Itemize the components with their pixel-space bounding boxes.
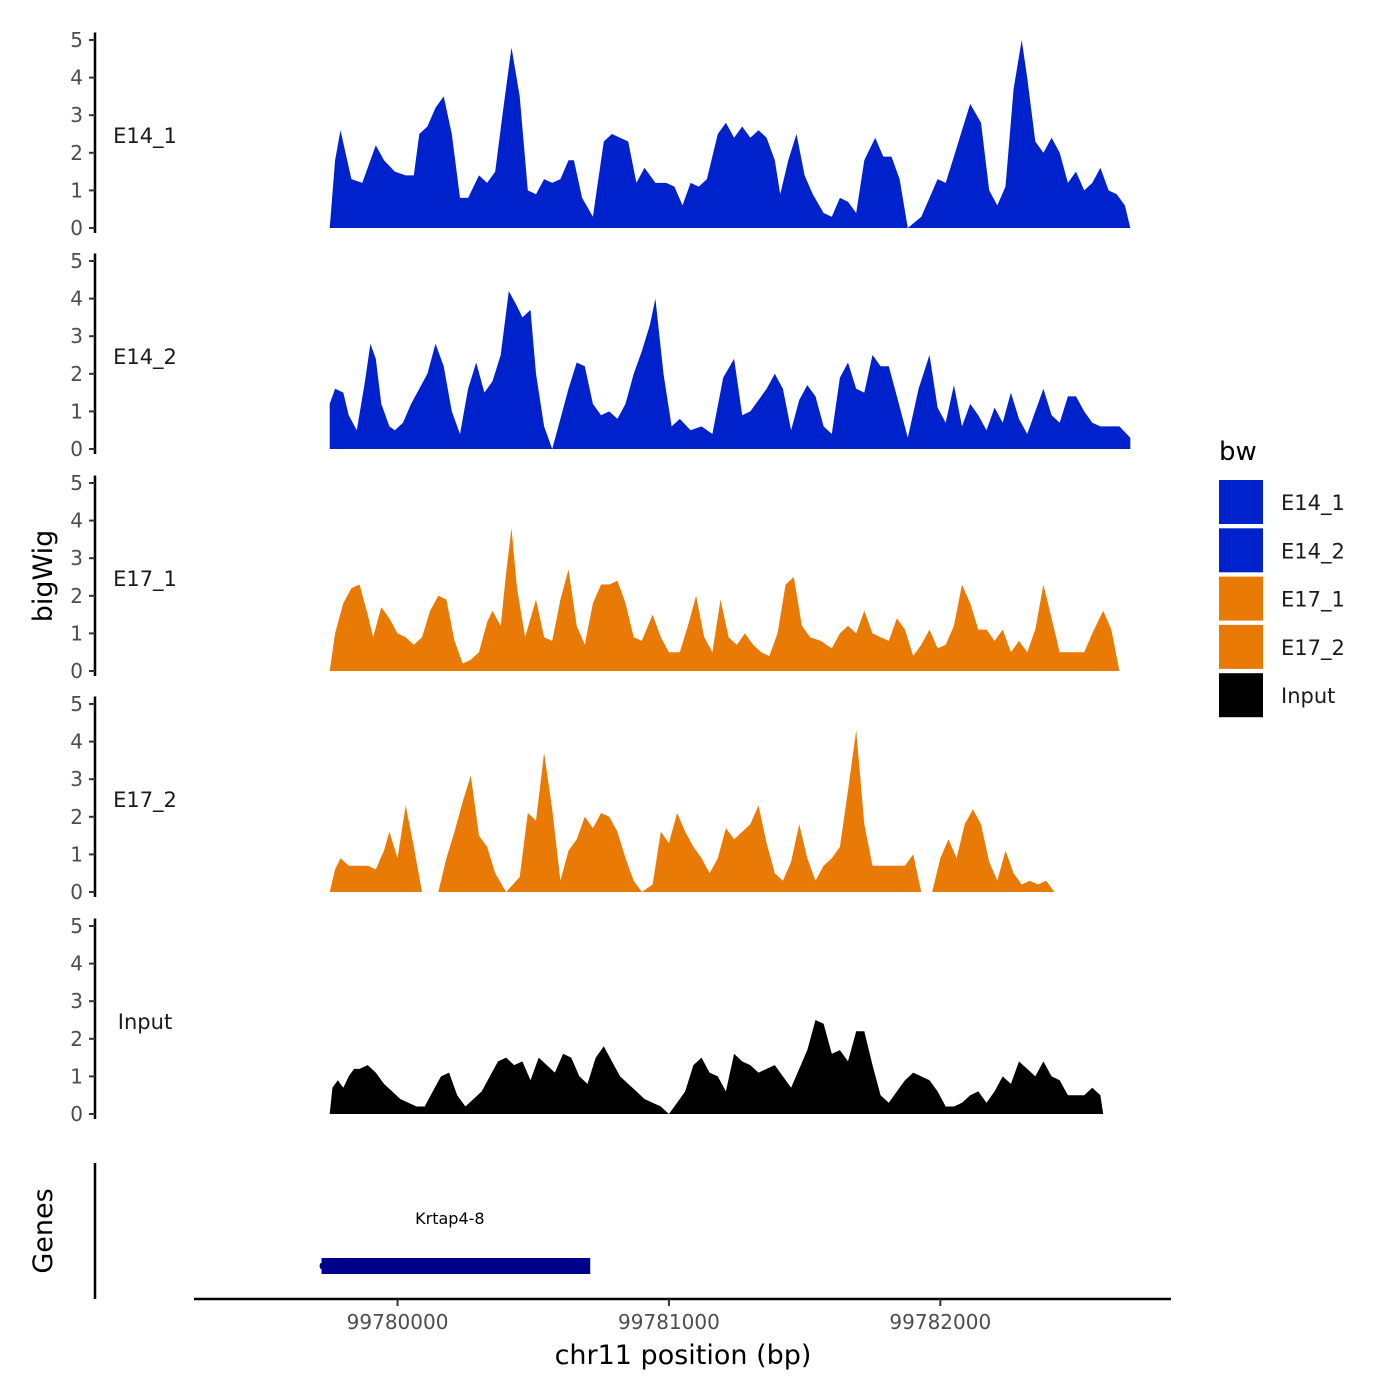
y-tick-label-input-3: 3 (70, 989, 83, 1013)
x-axis-title: chr11 position (bp) (555, 1340, 812, 1371)
y-tick-label-e14-2-2: 2 (70, 362, 83, 386)
y-tick-label-e17-1-5: 5 (70, 471, 83, 495)
track-e17-1: 0 1 2 3 4 5 E17_1 (70, 471, 1120, 683)
area-input (329, 1020, 1104, 1114)
legend: bw E14_1 E14_2 E17_1 E17_2 Input (1219, 437, 1345, 718)
y-tick-label-e14-2-3: 3 (70, 324, 83, 348)
y-tick-label-e14-1-2: 2 (70, 141, 83, 165)
x-tick-label-0: 99780000 (347, 1310, 449, 1334)
y-tick-label-e14-1-4: 4 (70, 66, 83, 90)
y-tick-label-e17-2-3: 3 (70, 767, 83, 791)
y-tick-label-input-5: 5 (70, 914, 83, 938)
area-e14-1 (329, 40, 1131, 228)
track-input: 0 1 2 3 4 5 Input (70, 914, 1104, 1126)
x-axis: chr11 position (bp) 99780000 99781000 9978… (194, 1297, 1171, 1371)
track-label-e17-1: E17_1 (113, 567, 177, 592)
y-tick-label-e17-1-1: 1 (70, 621, 83, 645)
legend-label-e14-1: E14_1 (1281, 491, 1345, 516)
legend-label-e17-1: E17_1 (1281, 588, 1345, 613)
y-tick-label-e17-1-4: 4 (70, 509, 83, 533)
y-tick-label-e17-1-3: 3 (70, 546, 83, 570)
y-tick-label-e17-2-1: 1 (70, 842, 83, 866)
area-e17-1 (329, 528, 1120, 671)
area-e17-2 (329, 730, 1055, 892)
legend-swatch-e14-2 (1219, 528, 1263, 573)
legend-swatch-input (1219, 673, 1263, 718)
legend-label-e14-2: E14_2 (1281, 539, 1345, 564)
bigwig-tracks: 0 1 2 3 4 5 E14_1 0 1 2 3 4 5 E14_2 0 1 2 3 4 5 E17_1 0 1 2 3 4 5 E… (70, 28, 1131, 1126)
y-tick-label-e14-1-0: 0 (70, 216, 83, 240)
y-tick-label-e14-2-4: 4 (70, 287, 83, 311)
legend-swatch-e14-1 (1219, 480, 1263, 524)
legend-label-input: Input (1281, 684, 1335, 708)
area-e14-2 (329, 291, 1131, 449)
legend-swatch-e17-2 (1219, 624, 1263, 669)
y-tick-label-e14-1-1: 1 (70, 178, 83, 202)
legend-swatch-e17-1 (1219, 576, 1263, 621)
track-label-input: Input (118, 1010, 172, 1034)
y-tick-label-e14-2-1: 1 (70, 399, 83, 423)
track-e14-2: 0 1 2 3 4 5 E14_2 (70, 249, 1131, 461)
y-tick-label-e17-1-2: 2 (70, 584, 83, 608)
y-tick-label-e17-2-0: 0 (70, 880, 83, 904)
track-label-e14-1: E14_1 (113, 124, 177, 149)
gene-krtap4-8-bar (321, 1258, 591, 1274)
legend-label-e17-2: E17_2 (1281, 636, 1345, 661)
y-tick-label-e17-1-0: 0 (70, 659, 83, 683)
track-label-e17-2: E17_2 (113, 788, 177, 813)
y-tick-label-e14-1-3: 3 (70, 103, 83, 127)
legend-title: bw (1219, 437, 1257, 467)
y-tick-label-e17-2-2: 2 (70, 805, 83, 829)
y-tick-label-input-1: 1 (70, 1064, 83, 1088)
gene-krtap4-8-start (319, 1262, 328, 1270)
y-tick-label-input-4: 4 (70, 952, 83, 976)
genes-axis-title: Genes (28, 1188, 59, 1273)
y-tick-label-e14-2-0: 0 (70, 437, 83, 461)
y-tick-label-e17-2-5: 5 (70, 692, 83, 716)
x-tick-label-1: 99781000 (618, 1310, 720, 1334)
track-label-e14-2: E14_2 (113, 345, 177, 370)
y-axis-title: bigWig (28, 530, 59, 623)
y-tick-label-e14-1-5: 5 (70, 28, 83, 52)
y-tick-label-e14-2-5: 5 (70, 249, 83, 273)
track-e17-2: 0 1 2 3 4 5 E17_2 (70, 692, 1055, 904)
track-e14-1: 0 1 2 3 4 5 E14_1 (70, 28, 1131, 240)
y-tick-label-input-0: 0 (70, 1102, 83, 1126)
y-tick-label-input-2: 2 (70, 1027, 83, 1051)
x-tick-label-2: 99782000 (889, 1310, 991, 1334)
genes-track: Genes Krtap4-8 (28, 1163, 591, 1299)
gene-krtap4-8-label: Krtap4-8 (415, 1209, 484, 1228)
y-tick-label-e17-2-4: 4 (70, 730, 83, 754)
